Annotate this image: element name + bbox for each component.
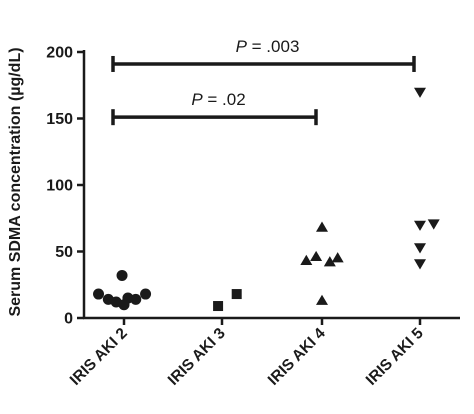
data-point-triangle-down: [414, 220, 426, 231]
y-tick-label: 50: [55, 244, 73, 261]
significance-bracket: P = .02: [111, 90, 318, 126]
significance-bracket: P = .003: [111, 37, 416, 72]
data-point-triangle-up: [316, 294, 328, 305]
p-value-label: P = .003: [236, 37, 300, 56]
y-tick-label: 0: [64, 311, 73, 328]
data-point-square: [231, 289, 242, 300]
category-label: IRIS AKI 5: [363, 325, 427, 389]
p-value: = .02: [203, 90, 246, 109]
data-point-circle: [140, 288, 152, 300]
category-label: IRIS AKI 3: [165, 325, 229, 389]
data-point-triangle-up: [300, 254, 313, 266]
p-value-label: P = .02: [191, 90, 245, 109]
data-points: [93, 87, 440, 312]
category-label: IRIS AKI 2: [67, 325, 131, 389]
p-value: = .003: [247, 37, 299, 56]
data-point-triangle-up: [331, 252, 344, 263]
axes: [82, 50, 460, 320]
y-tick-label: 100: [46, 178, 73, 195]
x-ticks: IRIS AKI 2 IRIS AKI 3 IRIS AKI 4 IRIS AKI 5: [67, 318, 427, 389]
data-point-triangle-down: [427, 219, 440, 230]
y-ticks: 0 50 100 150 200: [46, 45, 84, 328]
data-point-triangle-down: [414, 243, 426, 254]
data-point-triangle-up: [323, 256, 336, 267]
data-point-circle: [116, 269, 128, 281]
data-point-triangle-up: [310, 250, 323, 262]
data-point-circle: [93, 288, 105, 300]
category-label: IRIS AKI 4: [265, 325, 329, 389]
data-point-triangle-up: [316, 221, 328, 232]
y-tick-label: 150: [46, 111, 73, 128]
y-tick-label: 200: [46, 45, 73, 62]
data-point-circle: [118, 299, 130, 311]
y-axis-label: Serum SDMA concentration (µg/dL): [7, 47, 24, 316]
data-point-triangle-down: [414, 87, 426, 98]
p-symbol: P: [191, 90, 203, 109]
data-point-square: [213, 301, 224, 312]
p-symbol: P: [236, 37, 248, 56]
data-point-circle: [130, 293, 142, 305]
data-point-triangle-down: [414, 259, 426, 270]
